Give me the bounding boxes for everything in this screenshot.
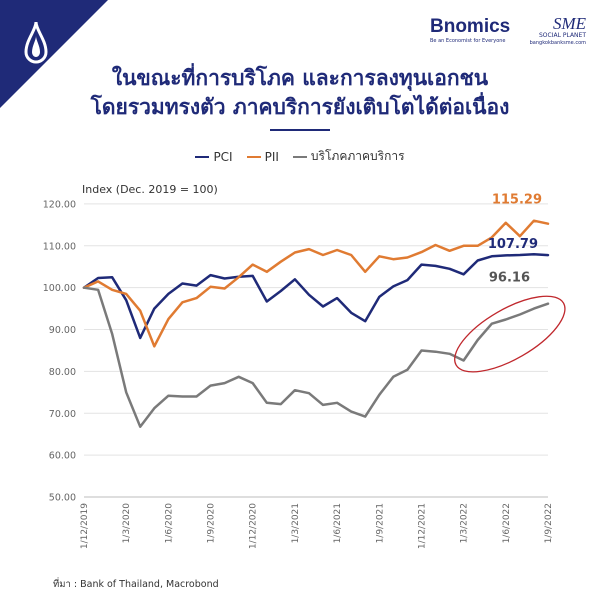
y-tick-label: 70.00 [49, 409, 76, 420]
y-tick-label: 80.00 [49, 367, 76, 378]
corner-triangle [0, 0, 108, 108]
x-tick-label: 1/9/2022 [544, 503, 554, 543]
x-tick-label: 1/3/2020 [122, 503, 132, 544]
legend-label-pii: PII [264, 149, 279, 164]
series-line-pci [82, 252, 550, 340]
partner-name: SME [552, 14, 586, 33]
series-line-services [82, 286, 550, 428]
lotus-icon-inner [32, 36, 40, 57]
y-tick-label: 50.00 [49, 493, 76, 504]
end-label-pci: 107.79 [488, 237, 538, 252]
x-tick-label: 1/6/2020 [164, 503, 174, 544]
title-line-1: ในขณะที่การบริโภค และการลงทุนเอกชน [111, 66, 489, 90]
end-label-pii: 115.29 [492, 193, 542, 208]
lotus-icon [24, 21, 48, 64]
legend-swatch-pci [195, 155, 210, 158]
legend-swatch-services [292, 155, 307, 158]
page-title: ในขณะที่การบริโภค และการลงทุนเอกชน โดยรว… [0, 64, 600, 122]
y-tick-label: 90.00 [49, 325, 76, 336]
title-divider [270, 129, 330, 131]
chart-legend: PCI PII บริโภคภาคบริการ [0, 147, 600, 166]
y-tick-label: 120.00 [43, 199, 76, 210]
series-line-pii [82, 219, 550, 348]
legend-swatch-pii [246, 155, 261, 158]
y-tick-label: 60.00 [49, 451, 76, 462]
legend-item-pci: PCI [195, 147, 233, 166]
x-tick-label: 1/12/2019 [80, 503, 90, 549]
title-line-2: โดยรวมทรงตัว ภาคบริการยังเติบโตได้ต่อเนื… [90, 95, 510, 119]
brand-tagline: Be an Economist for Everyone [430, 38, 506, 44]
y-tick-label: 100.00 [43, 283, 76, 294]
source-note: ที่มา : Bank of Thailand, Macrobond [53, 579, 219, 590]
brand-block: Bnomics Be an Economist for Everyone SME… [412, 14, 592, 50]
partner-url: bangkokbanksme.com [529, 40, 586, 46]
x-tick-label: 1/6/2021 [333, 503, 343, 543]
partner-sub: SOCIAL PLANET [539, 32, 586, 39]
legend-item-services: บริโภคภาคบริการ [292, 147, 405, 166]
legend-label-services: บริโภคภาคบริการ [310, 149, 405, 163]
legend-item-pii: PII [246, 147, 279, 166]
y-axis-label: Index (Dec. 2019 = 100) [82, 183, 218, 196]
corner-logo [0, 0, 108, 108]
x-tick-label: 1/6/2022 [502, 503, 512, 543]
x-tick-label: 1/9/2021 [375, 503, 385, 543]
x-tick-label: 1/3/2021 [291, 503, 301, 543]
x-tick-label: 1/9/2020 [207, 503, 217, 544]
x-tick-label: 1/12/2020 [249, 503, 259, 549]
y-tick-label: 110.00 [43, 241, 76, 252]
end-label-services: 96.16 [489, 271, 530, 286]
brand-name: Bnomics [430, 16, 511, 37]
x-tick-label: 1/3/2022 [460, 503, 470, 543]
legend-label-pci: PCI [213, 149, 233, 164]
highlight-ellipse [454, 295, 566, 373]
x-tick-label: 1/12/2021 [417, 503, 427, 549]
